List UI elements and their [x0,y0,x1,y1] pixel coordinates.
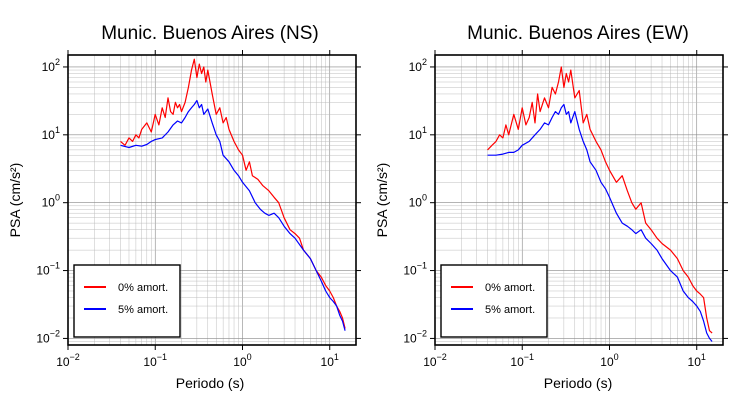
x-tick-label: 10−2 [56,352,80,369]
x-tick-label: 101 [688,352,706,369]
chart-title: Munic. Buenos Aires (EW) [467,23,689,44]
legend-label-0: 0% amort. [118,282,168,294]
y-axis-label: PSA (cm/s²) [374,163,390,238]
y-tick-label: 100 [42,193,60,210]
y-tick-label: 101 [42,125,60,142]
chart-title: Munic. Buenos Aires (NS) [101,23,319,44]
x-tick-label: 100 [600,352,618,369]
y-axis-label: PSA (cm/s²) [7,163,23,238]
y-tick-label: 10−2 [36,328,60,345]
legend-label-0: 0% amort. [485,282,535,294]
y-tick-label: 102 [42,57,60,74]
y-tick-label: 101 [409,125,427,142]
legend-box [440,264,548,338]
legend: 0% amort. 5% amort. [440,264,548,338]
x-tick-label: 10−2 [423,352,447,369]
plot-frame [67,54,357,346]
legend: 0% amort. 5% amort. [73,264,181,338]
plot-area: 10−2 10−1 100 101 10−2 10−1 100 101 102 0% amort.… [403,50,728,369]
x-tick-label: 10−1 [510,352,534,369]
y-tick-label: 10−1 [36,261,60,278]
series-line-1 [120,99,346,331]
series-line-0 [120,58,346,329]
legend-box [73,264,181,338]
x-tick-label: 10−1 [143,352,167,369]
chart-ns: Munic. Buenos Aires (NS) Periodo (s) PSA… [7,23,361,391]
plot-frame [434,54,724,346]
legend-label-1: 5% amort. [118,304,168,316]
series-line-0 [487,66,713,334]
plot-area: 10−2 10−1 100 101 10−2 10−1 100 101 102 0% amort.… [36,50,361,369]
y-tick-label: 10−2 [403,328,427,345]
x-axis-label: Periodo (s) [544,375,612,391]
chart-ew: Munic. Buenos Aires (EW) Periodo (s) PSA… [374,23,728,391]
gridlines [68,55,356,345]
legend-label-1: 5% amort. [485,304,535,316]
x-tick-label: 101 [321,352,339,369]
series-line-1 [487,103,713,342]
x-tick-label: 100 [233,352,251,369]
y-tick-label: 100 [409,193,427,210]
x-axis-label: Periodo (s) [176,375,244,391]
y-tick-label: 102 [409,57,427,74]
y-tick-label: 10−1 [403,261,427,278]
